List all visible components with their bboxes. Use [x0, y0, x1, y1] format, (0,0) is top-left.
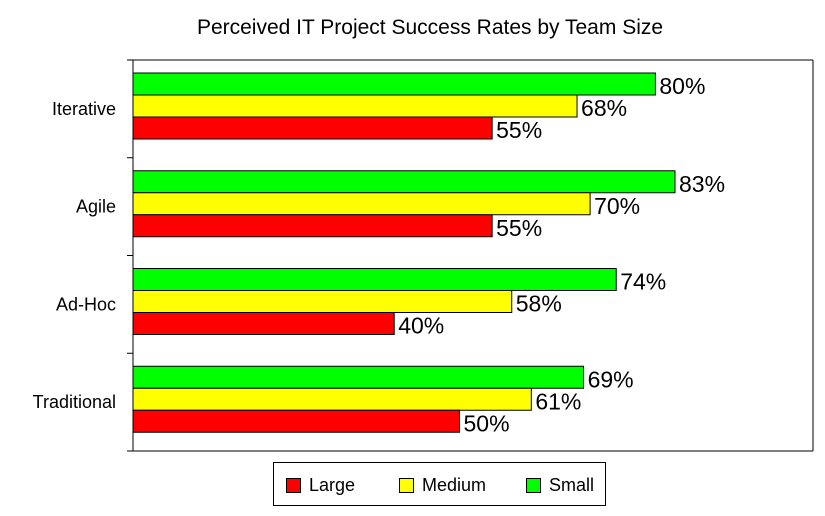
bar-iterative-small [132, 72, 656, 96]
bars [132, 72, 676, 433]
bar-iterative-large [132, 116, 493, 140]
category-label-agile: Agile [76, 197, 116, 217]
legend-item-large: Large [286, 475, 355, 495]
legend-swatch-small [526, 477, 541, 493]
legend-label-medium: Medium [422, 474, 487, 495]
legend-item-small: Small [526, 475, 594, 495]
category-ticks [127, 59, 133, 452]
bar-ad-hoc-medium [132, 290, 513, 313]
legend-item-medium: Medium [399, 475, 486, 495]
legend-label-small: Small [549, 474, 595, 495]
value-label-traditional-small: 69% [588, 366, 634, 392]
value-label-ad-hoc-small: 74% [620, 269, 666, 295]
value-label-agile-medium: 70% [594, 193, 640, 219]
bar-agile-medium [132, 192, 591, 216]
bar-agile-large [132, 214, 493, 238]
legend-swatch-medium [399, 477, 414, 493]
legend-label-large: Large [309, 474, 356, 495]
value-label-ad-hoc-medium: 58% [516, 291, 562, 317]
category-label-iterative: Iterative [52, 99, 116, 119]
bar-traditional-medium [132, 387, 532, 411]
category-label-ad-hoc: Ad-Hoc [56, 294, 116, 314]
bar-agile-small [132, 170, 676, 194]
bar-iterative-medium [132, 94, 578, 118]
value-label-iterative-large: 55% [496, 117, 542, 143]
value-label-iterative-small: 80% [659, 73, 705, 99]
bar-ad-hoc-small [132, 268, 617, 291]
value-label-iterative-medium: 68% [581, 95, 627, 121]
bar-traditional-small [132, 365, 585, 389]
value-label-traditional-large: 50% [464, 410, 510, 436]
value-label-traditional-medium: 61% [535, 388, 581, 414]
bar-ad-hoc-large [132, 312, 395, 335]
legend: Large Medium Small [273, 462, 606, 506]
value-label-agile-large: 55% [496, 215, 542, 241]
category-label-traditional: Traditional [33, 392, 116, 412]
value-labels: 80% 68% 55% 83% 70% 55% 74% 58% 40% 69% 61% 50% [398, 73, 725, 436]
bar-traditional-large [132, 409, 460, 433]
value-label-agile-small: 83% [679, 171, 725, 197]
legend-swatch-large [286, 477, 301, 493]
value-label-ad-hoc-large: 40% [398, 313, 444, 339]
category-labels: Iterative Agile Ad-Hoc Traditional [33, 99, 116, 412]
chart-title: Perceived IT Project Success Rates by Te… [196, 16, 664, 39]
